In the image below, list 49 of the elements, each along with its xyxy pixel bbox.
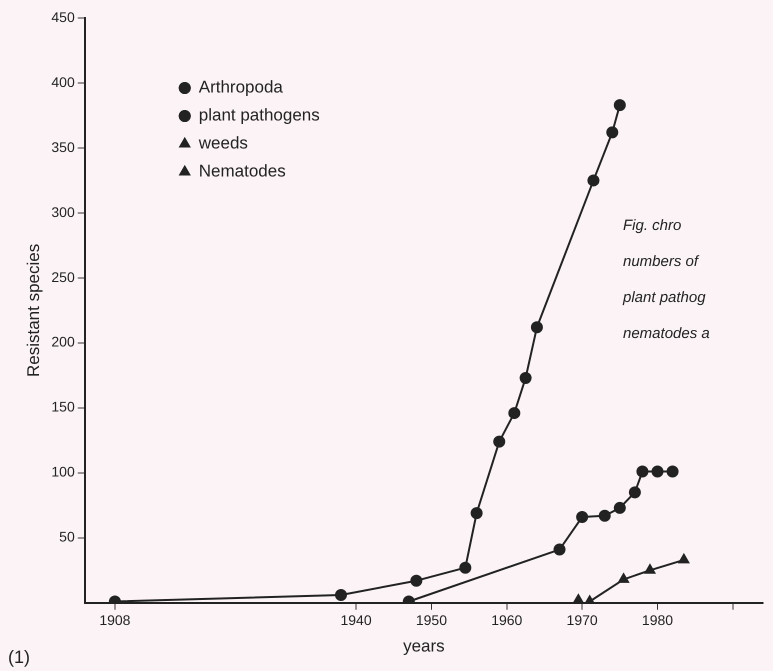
y-tick-label: 350	[51, 138, 75, 155]
point	[554, 544, 566, 556]
point	[614, 99, 626, 112]
y-tick-label: 150	[51, 398, 75, 415]
annotation: numbers of	[623, 253, 700, 270]
point	[666, 466, 679, 478]
annotation: plant pathog	[622, 289, 706, 306]
x-tick-label: 1960	[491, 612, 523, 628]
y-tick-label: 450	[51, 8, 75, 25]
x-tick-label: 1908	[99, 612, 131, 628]
x-tick-label: 1950	[416, 612, 448, 628]
y-tick-label: 50	[59, 528, 75, 545]
y-tick-label: 100	[51, 464, 75, 480]
point	[470, 507, 483, 520]
y-tick-label: 200	[51, 334, 75, 350]
annotation: Fig. chro	[623, 217, 682, 234]
point	[618, 573, 629, 583]
x-tick-label: 1980	[642, 612, 674, 628]
point	[598, 510, 611, 522]
point	[606, 126, 618, 138]
point	[410, 574, 422, 587]
legend-label: plant pathogens	[198, 106, 320, 125]
point	[678, 554, 690, 564]
annotation: nematodes a	[623, 325, 710, 342]
legend-label: Arthropoda	[198, 78, 284, 97]
point	[587, 174, 600, 186]
point	[334, 589, 347, 602]
point	[530, 321, 543, 334]
point	[628, 486, 641, 498]
y-axis-title: Resistant species	[24, 244, 43, 378]
text: (1)	[8, 646, 30, 667]
legend-label: Nematodes	[198, 162, 286, 181]
y-tick-label: 400	[51, 74, 75, 90]
point	[614, 502, 626, 514]
point	[651, 466, 664, 478]
point	[459, 562, 472, 574]
point	[508, 407, 520, 420]
point	[576, 511, 588, 524]
point	[520, 372, 532, 384]
point	[644, 564, 656, 574]
y-tick-label: 300	[51, 204, 75, 220]
point	[573, 594, 584, 603]
x-axis-title: years	[403, 636, 445, 656]
point	[636, 466, 648, 478]
point	[493, 436, 506, 448]
x-tick-label: 1940	[340, 612, 372, 628]
legend-label: weeds	[198, 134, 248, 153]
x-tick-label: 1970	[566, 612, 598, 628]
y-tick-label: 250	[51, 268, 75, 285]
